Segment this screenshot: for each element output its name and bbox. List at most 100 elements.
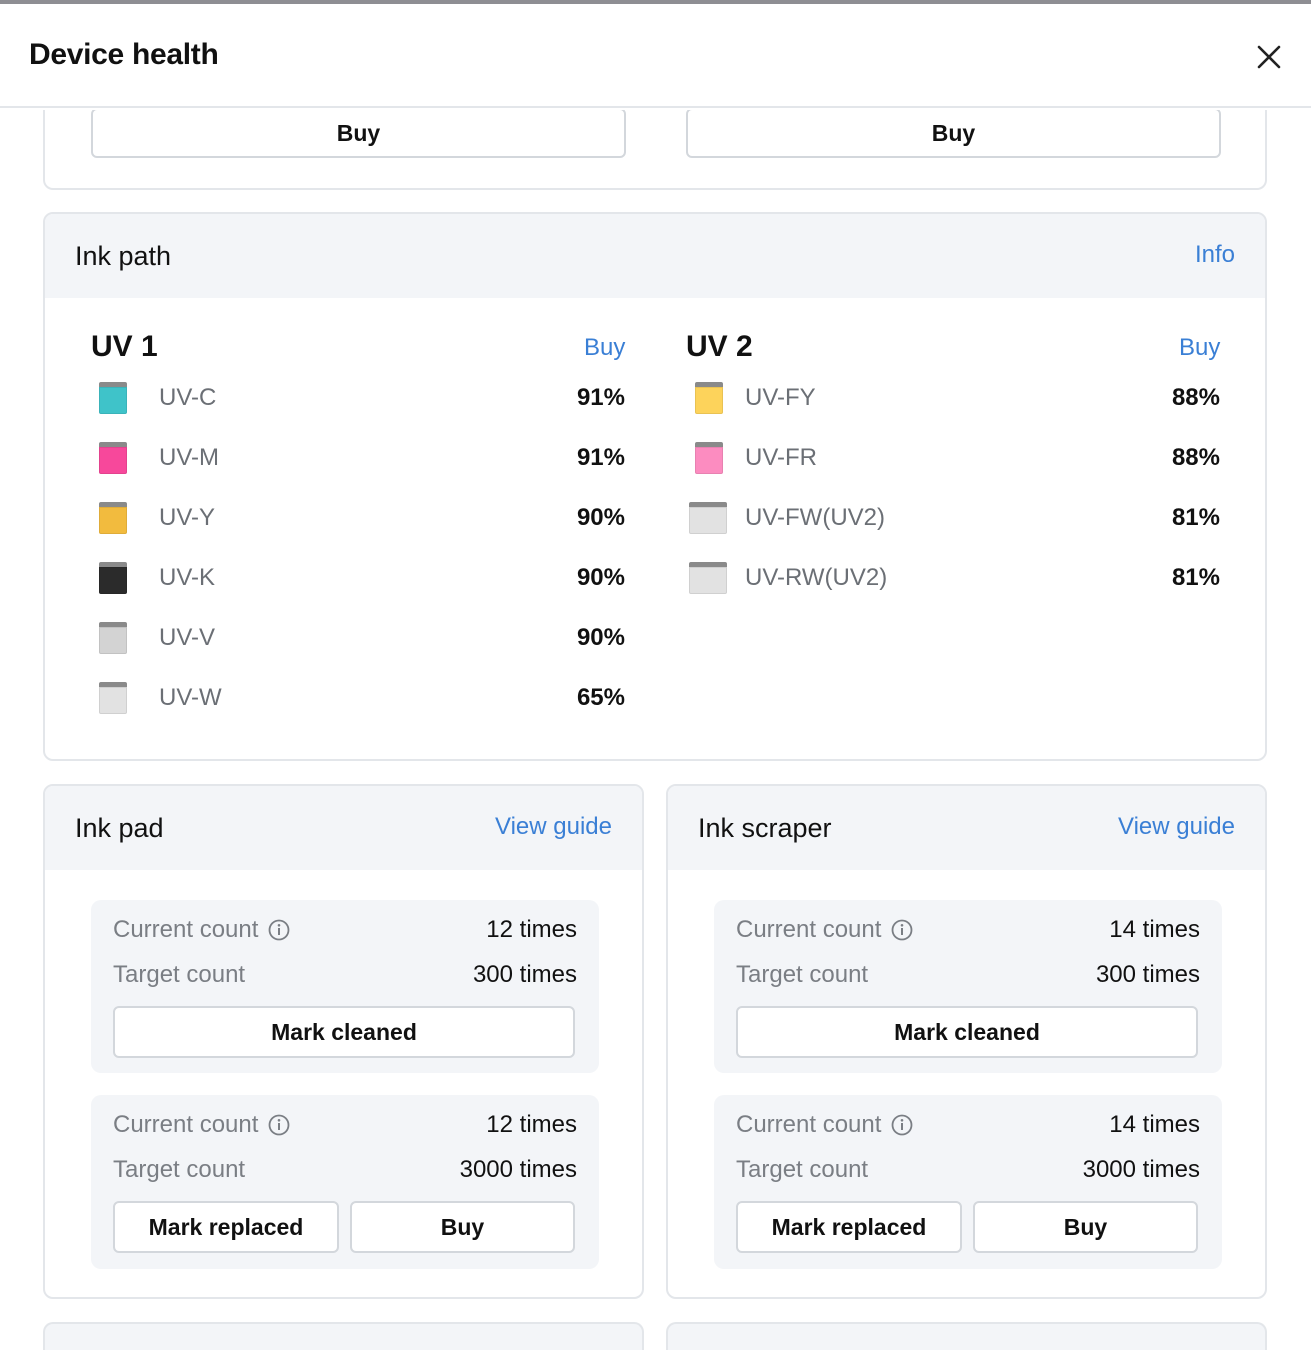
current-count-label: Current count [113,1111,290,1139]
ink-bottle-icon [99,502,127,534]
ink-scraper-title: Ink scraper [698,813,832,843]
target-count-value: 3000 times [1082,1156,1200,1183]
mark-cleaned-button[interactable]: Mark cleaned [736,1006,1198,1058]
mark-replaced-button[interactable]: Mark replaced [736,1201,962,1253]
buy-button[interactable]: Buy [350,1201,575,1253]
current-count-label: Current count [113,916,290,944]
ink-row-uv-v: UV-V 90% [99,618,625,658]
ink-row-uv-k: UV-K 90% [99,558,625,598]
ink-path-card: Ink path Info UV 1 Buy UV-C 91% UV-M 91%… [43,212,1267,761]
ink-name: UV-FY [745,384,816,411]
ink-bottle-icon [695,382,723,414]
ink-level: 91% [576,384,625,411]
ink-name: UV-C [159,384,217,411]
ink-pad-header: Ink pad View guide [45,786,642,870]
ink-scraper-clean-block: Current count 14 times Target count 300 … [714,900,1222,1073]
current-count-value: 12 times [486,1111,577,1138]
page-title: Device health [29,38,219,71]
current-count-value: 14 times [1109,916,1200,943]
ink-level: 88% [1171,444,1220,471]
ink-name: UV-K [159,564,216,591]
ink-row-uv-fw: UV-FW(UV2) 81% [689,498,1220,538]
ink-name: UV-FR [745,444,817,471]
ink-pad-replace-block: Current count 12 times Target count 3000… [91,1095,599,1269]
ink-name: UV-V [159,624,216,651]
ink-row-uv-rw: UV-RW(UV2) 81% [689,558,1220,598]
target-count-label: Target count [736,961,869,988]
ink-level: 90% [576,504,625,531]
window-top-strip [0,0,1311,4]
uv1-buy-link[interactable]: Buy [584,334,626,361]
target-count-value: 300 times [472,961,577,988]
top-buy-button-2[interactable]: Buy [686,110,1221,158]
uv1-title: UV 1 [91,330,158,363]
ink-path-header: Ink path Info [45,214,1265,298]
ink-level: 88% [1171,384,1220,411]
ink-bottle-icon [99,562,127,594]
target-count-label: Target count [736,1156,869,1183]
ink-row-uv-fr: UV-FR 88% [695,438,1220,478]
ink-bottle-icon [99,682,127,714]
ink-scraper-card: Ink scraper View guide Current count 14 … [666,784,1267,1299]
close-button[interactable] [1252,40,1286,74]
next-card-left [43,1322,644,1350]
ink-level: 81% [1171,504,1220,531]
mark-cleaned-button[interactable]: Mark cleaned [113,1006,575,1058]
info-icon[interactable] [268,919,290,941]
ink-row-uv-fy: UV-FY 88% [695,378,1220,418]
next-card-right [666,1322,1267,1350]
ink-level: 65% [576,684,625,711]
current-count-text: Current count [736,1111,882,1138]
ink-bottle-icon [99,622,127,654]
ink-pad-title: Ink pad [75,813,164,843]
ink-level: 90% [576,624,625,651]
ink-level: 91% [576,444,625,471]
ink-bottle-icon [695,442,723,474]
current-count-text: Current count [113,1111,259,1138]
ink-bottle-icon [99,382,127,414]
top-card: Buy Buy [43,110,1267,190]
current-count-value: 12 times [486,916,577,943]
target-count-label: Target count [113,961,246,988]
uv2-buy-link[interactable]: Buy [1179,334,1221,361]
dialog-header: Device health [0,4,1311,108]
ink-name: UV-M [159,444,219,471]
ink-bottle-icon [99,442,127,474]
current-count-label: Current count [736,916,913,944]
ink-scraper-replace-block: Current count 14 times Target count 3000… [714,1095,1222,1269]
info-icon[interactable] [268,1114,290,1136]
mark-replaced-button[interactable]: Mark replaced [113,1201,339,1253]
ink-level: 90% [576,564,625,591]
info-icon[interactable] [891,1114,913,1136]
ink-name: UV-RW(UV2) [745,564,888,591]
ink-name: UV-FW(UV2) [745,504,885,531]
current-count-text: Current count [113,916,259,943]
ink-name: UV-W [159,684,222,711]
current-count-label: Current count [736,1111,913,1139]
close-icon [1257,45,1281,69]
target-count-value: 300 times [1095,961,1200,988]
current-count-text: Current count [736,916,882,943]
ink-pad-clean-block: Current count 12 times Target count 300 … [91,900,599,1073]
top-buy-button-1[interactable]: Buy [91,110,626,158]
ink-name: UV-Y [159,504,216,531]
target-count-value: 3000 times [459,1156,577,1183]
uv2-title: UV 2 [686,330,753,363]
ink-scraper-header: Ink scraper View guide [668,786,1265,870]
ink-row-uv-c: UV-C 91% [99,378,625,418]
ink-level: 81% [1171,564,1220,591]
ink-row-uv-w: UV-W 65% [99,678,625,718]
scroll-content[interactable]: Buy Buy Ink path Info UV 1 Buy UV-C 91% … [0,110,1311,1350]
ink-bottle-icon [689,562,727,594]
ink-bottle-icon [689,502,727,534]
ink-pad-guide-link[interactable]: View guide [495,813,612,840]
ink-scraper-guide-link[interactable]: View guide [1118,813,1235,840]
current-count-value: 14 times [1109,1111,1200,1138]
ink-path-info-link[interactable]: Info [1194,241,1235,268]
ink-row-uv-y: UV-Y 90% [99,498,625,538]
ink-path-title: Ink path [75,241,172,271]
ink-row-uv-m: UV-M 91% [99,438,625,478]
buy-button[interactable]: Buy [973,1201,1198,1253]
target-count-label: Target count [113,1156,246,1183]
info-icon[interactable] [891,919,913,941]
